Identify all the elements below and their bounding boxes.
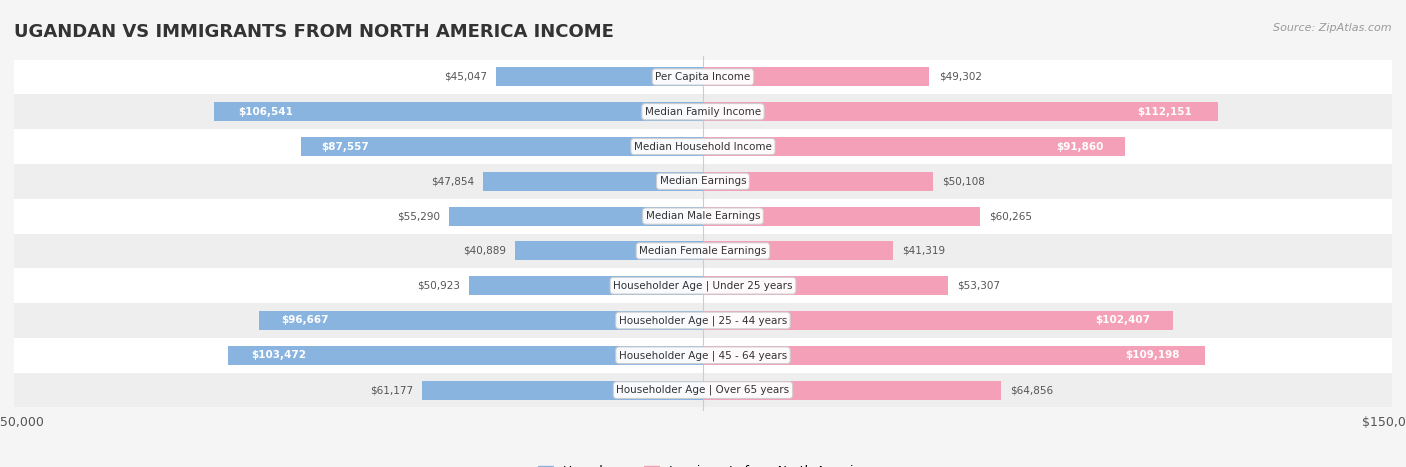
Bar — [422, 381, 703, 400]
Bar — [703, 241, 893, 261]
Bar — [14, 373, 1392, 408]
Text: UGANDAN VS IMMIGRANTS FROM NORTH AMERICA INCOME: UGANDAN VS IMMIGRANTS FROM NORTH AMERICA… — [14, 23, 614, 42]
Bar — [703, 206, 980, 226]
Text: $112,151: $112,151 — [1137, 107, 1192, 117]
Text: $49,302: $49,302 — [939, 72, 981, 82]
Text: Median Female Earnings: Median Female Earnings — [640, 246, 766, 256]
Text: Householder Age | 25 - 44 years: Householder Age | 25 - 44 years — [619, 315, 787, 326]
Bar — [214, 102, 703, 121]
Text: $64,856: $64,856 — [1010, 385, 1053, 395]
Bar — [14, 59, 1392, 94]
Text: $106,541: $106,541 — [238, 107, 292, 117]
Bar — [14, 129, 1392, 164]
Bar — [703, 67, 929, 86]
Bar — [14, 94, 1392, 129]
Text: Householder Age | Under 25 years: Householder Age | Under 25 years — [613, 281, 793, 291]
Text: $91,860: $91,860 — [1056, 142, 1104, 151]
Bar — [703, 311, 1174, 330]
Text: $60,265: $60,265 — [988, 211, 1032, 221]
Text: Householder Age | Over 65 years: Householder Age | Over 65 years — [616, 385, 790, 396]
Text: $102,407: $102,407 — [1095, 316, 1150, 325]
Text: $96,667: $96,667 — [281, 316, 329, 325]
Bar — [470, 276, 703, 295]
Text: $45,047: $45,047 — [444, 72, 486, 82]
Bar — [14, 269, 1392, 303]
Text: $55,290: $55,290 — [396, 211, 440, 221]
Text: $47,854: $47,854 — [430, 177, 474, 186]
Text: $41,319: $41,319 — [903, 246, 945, 256]
Bar — [703, 172, 934, 191]
Text: Householder Age | 45 - 64 years: Householder Age | 45 - 64 years — [619, 350, 787, 361]
Bar — [14, 234, 1392, 269]
Bar — [515, 241, 703, 261]
Text: $53,307: $53,307 — [957, 281, 1000, 290]
Bar — [14, 198, 1392, 234]
Bar — [703, 276, 948, 295]
Bar — [14, 338, 1392, 373]
Bar — [228, 346, 703, 365]
Text: $109,198: $109,198 — [1125, 350, 1180, 360]
Bar — [14, 303, 1392, 338]
Bar — [703, 346, 1205, 365]
Bar — [703, 102, 1218, 121]
Bar — [449, 206, 703, 226]
Bar — [14, 164, 1392, 198]
Text: Median Family Income: Median Family Income — [645, 107, 761, 117]
Text: $50,108: $50,108 — [942, 177, 986, 186]
Text: Median Earnings: Median Earnings — [659, 177, 747, 186]
Bar — [703, 381, 1001, 400]
Text: $50,923: $50,923 — [418, 281, 460, 290]
Legend: Ugandan, Immigrants from North America: Ugandan, Immigrants from North America — [533, 460, 873, 467]
Bar — [496, 67, 703, 86]
Text: $103,472: $103,472 — [252, 350, 307, 360]
Bar — [703, 137, 1125, 156]
Text: Source: ZipAtlas.com: Source: ZipAtlas.com — [1274, 23, 1392, 33]
Bar — [301, 137, 703, 156]
Text: $61,177: $61,177 — [370, 385, 413, 395]
Text: Per Capita Income: Per Capita Income — [655, 72, 751, 82]
Text: $87,557: $87,557 — [321, 142, 368, 151]
Bar — [484, 172, 703, 191]
Bar — [259, 311, 703, 330]
Text: Median Male Earnings: Median Male Earnings — [645, 211, 761, 221]
Text: $40,889: $40,889 — [463, 246, 506, 256]
Text: Median Household Income: Median Household Income — [634, 142, 772, 151]
